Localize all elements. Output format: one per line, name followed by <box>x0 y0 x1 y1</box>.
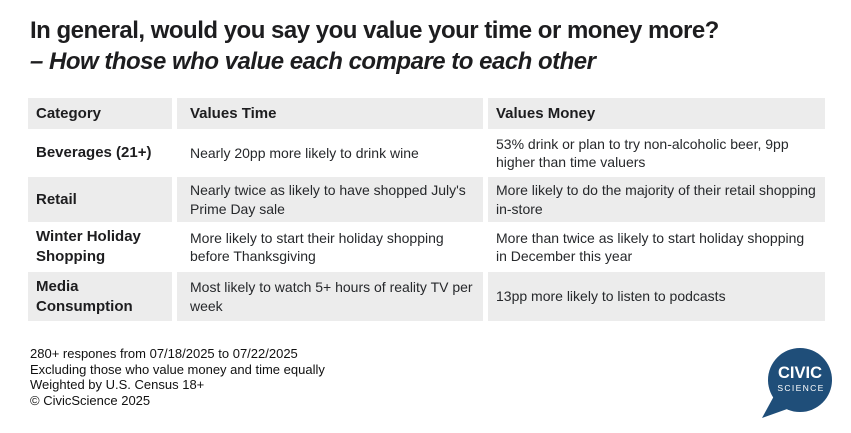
page-title: In general, would you say you value your… <box>30 17 719 44</box>
footnote-responses: 280+ respones from 07/18/2025 to 07/22/2… <box>30 346 298 361</box>
logo-text-civic: CIVIC <box>778 364 822 382</box>
footnote-weighting: Weighted by U.S. Census 18+ <box>30 377 205 392</box>
footnotes: 280+ respones from 07/18/2025 to 07/22/2… <box>30 346 325 408</box>
values-money-cell-media: 13pp more likely to listen to podcasts <box>488 272 825 321</box>
data-table: Category Values Time Values Money Bevera… <box>28 98 825 321</box>
category-cell-winter-holiday: Winter Holiday Shopping <box>36 228 141 265</box>
category-cell-beverages: Beverages (21+) <box>36 144 152 162</box>
logo-text-science: SCIENCE <box>777 383 824 393</box>
category-cell-retail: Retail <box>28 177 172 222</box>
title-block: In general, would you say you value your… <box>30 15 830 77</box>
values-money-cell-retail: More likely to do the majority of their … <box>488 177 825 222</box>
page-subtitle: – How those who value each compare to ea… <box>30 48 596 75</box>
civicscience-logo: CIVIC SCIENCE <box>762 348 832 418</box>
column-header-values-time: Values Time <box>177 98 483 129</box>
values-money-cell-winter-holiday: More than twice as likely to start holid… <box>496 229 805 264</box>
column-header-values-money: Values Money <box>488 98 825 129</box>
column-header-category: Category <box>28 98 172 129</box>
values-money-cell-beverages: 53% drink or plan to try non-alcoholic b… <box>496 135 789 170</box>
values-time-cell-winter-holiday: More likely to start their holiday shopp… <box>190 229 444 264</box>
footnote-exclusion: Excluding those who value money and time… <box>30 361 325 377</box>
values-time-cell-beverages: Nearly 20pp more likely to drink wine <box>190 144 419 161</box>
category-cell-media: Media Consumption <box>28 272 172 321</box>
footnote-copyright: © CivicScience 2025 <box>30 392 151 408</box>
speech-bubble-icon <box>762 348 832 418</box>
values-time-cell-retail: Nearly twice as likely to have shopped J… <box>177 177 483 222</box>
values-time-cell-media: Most likely to watch 5+ hours of reality… <box>177 272 483 321</box>
